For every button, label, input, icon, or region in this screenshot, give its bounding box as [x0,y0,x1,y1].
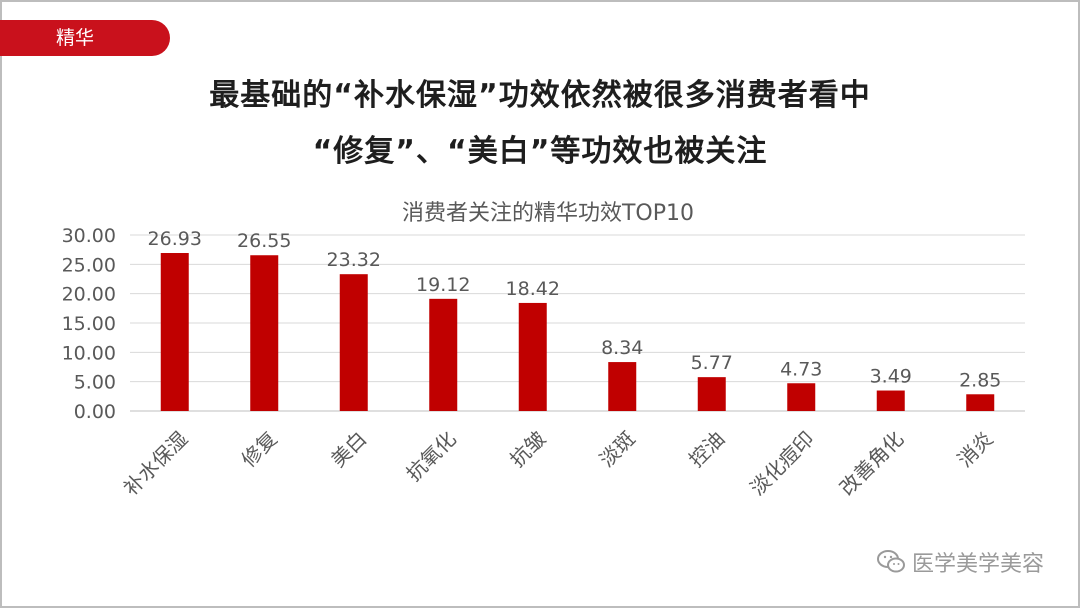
x-tick-label: 淡化痘印 [745,427,819,501]
data-label: 2.85 [959,369,1001,391]
gridlines [130,234,1025,412]
data-label: 8.34 [601,337,643,359]
bar [518,302,547,411]
bar [697,377,726,411]
data-label: 23.32 [327,249,381,271]
bar [160,253,189,411]
x-tick-label: 淡斑 [595,427,640,472]
headline-line-1: 最基础的“补水保湿”功效依然被很多消费者看中 [209,78,871,113]
section-tag: 精华 [0,20,170,56]
y-tick-label: 5.00 [74,372,116,394]
headline-line-2: “修复”、“美白”等功效也被关注 [312,134,768,169]
x-tick-label: 改善角化 [835,427,909,501]
wechat-icon [876,550,905,573]
y-tick-label: 0.00 [74,401,116,423]
y-tick-label: 15.00 [62,313,116,335]
x-tick-label: 抗皱 [505,427,550,472]
bar [787,383,816,411]
x-tick-label: 抗氧化 [401,427,460,486]
data-labels: 26.93 26.55 23.32 19.12 18.42 8.34 5.77 4.73 3.4… [148,228,1002,391]
bar [250,255,279,411]
bar [608,362,637,411]
data-label: 18.42 [506,278,560,300]
data-label: 19.12 [416,274,470,296]
y-tick-label: 30.00 [62,225,116,247]
bar [339,274,368,411]
bars [160,253,995,411]
bar [429,298,458,411]
data-label: 5.77 [691,352,733,374]
x-tick-label: 修复 [237,427,282,472]
x-tick-label: 消炎 [953,427,998,472]
bar [966,394,995,411]
watermark: 医学美学美容 [876,546,1044,578]
watermark-text: 医学美学美容 [911,552,1044,577]
chart-title: 消费者关注的精华功效TOP10 [402,201,694,226]
y-tick-label: 25.00 [62,254,116,276]
data-label: 3.49 [870,366,912,388]
x-tick-label: 补水保湿 [119,427,193,501]
bar [876,390,905,411]
y-axis: 0.00 5.00 10.00 15.00 20.00 25.00 30.00 [62,225,116,423]
x-tick-label: 美白 [326,427,371,472]
y-tick-label: 10.00 [62,342,116,364]
data-label: 26.55 [237,230,291,252]
x-tick-label: 控油 [684,427,729,472]
data-label: 26.93 [148,228,202,250]
y-tick-label: 20.00 [62,284,116,306]
data-label: 4.73 [780,358,822,380]
x-axis: 补水保湿 修复 美白 抗氧化 抗皱 淡斑 控油 淡化痘印 改善角化 消炎 [119,427,998,501]
